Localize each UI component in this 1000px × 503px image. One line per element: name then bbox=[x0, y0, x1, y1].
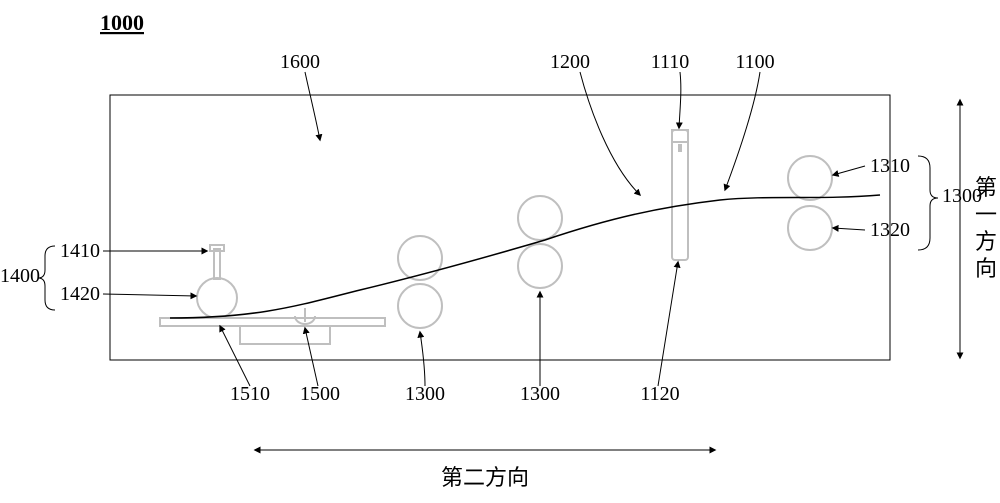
part-1420-wheel bbox=[197, 278, 237, 318]
label-L1410: 1410 bbox=[60, 240, 100, 262]
dir1-char3: 方 bbox=[975, 229, 997, 254]
component-1100 bbox=[672, 130, 688, 260]
label-L1310: 1310 bbox=[870, 155, 910, 177]
part-1410-shaft bbox=[214, 249, 220, 279]
dir1-char2: 一 bbox=[975, 202, 997, 227]
roller-group bbox=[398, 156, 832, 328]
roller-r1_bot bbox=[398, 284, 442, 328]
bracket-1300 bbox=[918, 156, 938, 250]
housing-1600 bbox=[110, 95, 890, 360]
leader-L1120 bbox=[658, 262, 678, 386]
dir2-label: 第二方向 bbox=[441, 465, 529, 490]
label-L1300a: 1300 bbox=[405, 383, 445, 405]
part-1110-head bbox=[672, 130, 688, 142]
roller-r3_bot bbox=[788, 206, 832, 250]
leader-L1500 bbox=[305, 328, 318, 386]
leader-L1310 bbox=[833, 166, 865, 175]
leader-L1510 bbox=[220, 326, 250, 386]
leader-L1420 bbox=[103, 294, 196, 296]
leader-L1600 bbox=[305, 72, 320, 140]
leader-L1200 bbox=[580, 72, 640, 195]
component-1500 bbox=[160, 308, 385, 344]
label-L1500: 1500 bbox=[300, 383, 340, 405]
figure-number: 1000 bbox=[100, 10, 144, 35]
label-L1600: 1600 bbox=[280, 51, 320, 73]
roller-r2_bot bbox=[518, 244, 562, 288]
dir1-char4: 向 bbox=[975, 256, 997, 281]
leader-lines bbox=[103, 72, 865, 386]
leader-L1320 bbox=[833, 228, 865, 230]
roller-r2_top bbox=[518, 196, 562, 240]
label-L1400: 1400 bbox=[0, 265, 40, 287]
leader-L1300a bbox=[420, 332, 425, 386]
label-L1510: 1510 bbox=[230, 383, 270, 405]
direction-1: 第 一 方 向 bbox=[960, 100, 997, 358]
dir1-char1: 第 bbox=[975, 175, 997, 200]
roller-r1_top bbox=[398, 236, 442, 280]
roller-r3_top bbox=[788, 156, 832, 200]
strip-1200 bbox=[170, 195, 880, 318]
label-L1320: 1320 bbox=[870, 219, 910, 241]
part-1110-notch bbox=[678, 144, 682, 152]
leader-L1110 bbox=[679, 72, 681, 128]
label-L1300b: 1300 bbox=[520, 383, 560, 405]
direction-2: 第二方向 bbox=[255, 450, 715, 490]
label-L1110: 1110 bbox=[651, 51, 690, 73]
label-L1420: 1420 bbox=[60, 283, 100, 305]
part-1500-block bbox=[240, 326, 330, 344]
part-1510-plate bbox=[160, 318, 385, 326]
component-1400 bbox=[197, 245, 237, 318]
leader-L1100 bbox=[725, 72, 760, 190]
label-L1200: 1200 bbox=[550, 51, 590, 73]
bracket-1400 bbox=[38, 246, 55, 310]
label-L1120: 1120 bbox=[640, 383, 679, 405]
label-L1100: 1100 bbox=[735, 51, 774, 73]
